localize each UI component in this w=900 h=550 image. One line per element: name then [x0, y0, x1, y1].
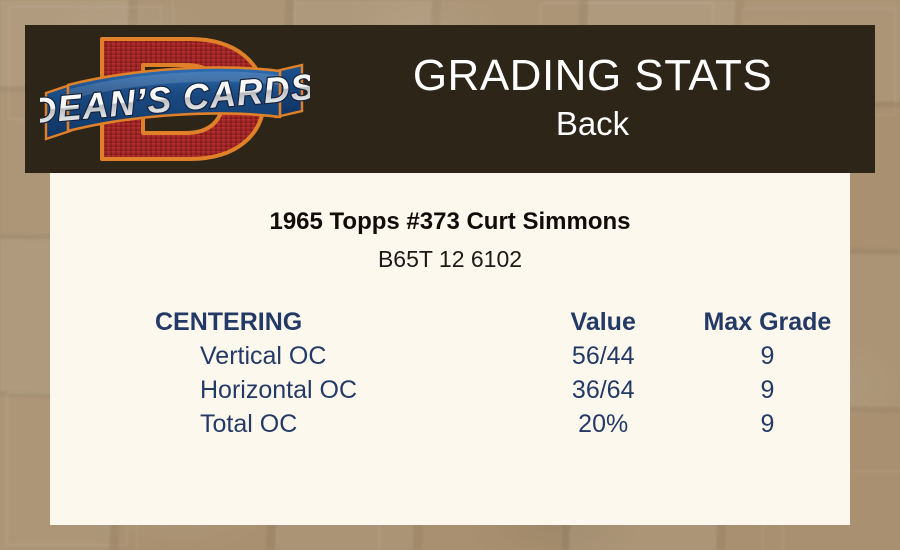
header-titles: GRADING STATS Back: [310, 25, 875, 173]
page-subtitle: Back: [555, 105, 630, 143]
row-max-grade: 9: [760, 342, 775, 371]
header-band: DEAN’S CARDS GRADING STATS Back: [25, 25, 875, 173]
column-header-value: Value: [570, 308, 636, 337]
column-header-centering: CENTERING: [155, 308, 303, 337]
row-value: 56/44: [571, 342, 635, 371]
table-header-row: CENTERING Value Max Grade: [50, 305, 850, 339]
row-max-grade: 9: [760, 410, 775, 439]
table-row: Total OC 20% 9: [50, 407, 850, 441]
row-value: 20%: [578, 410, 629, 439]
row-label: Vertical OC: [200, 342, 327, 371]
card-identifier: B65T 12 6102: [377, 245, 523, 272]
card-title: 1965 Topps #373 Curt Simmons: [269, 208, 631, 235]
row-max-grade: 9: [760, 376, 775, 405]
page-title: GRADING STATS: [412, 51, 773, 101]
row-label: Total OC: [200, 410, 298, 439]
content-panel: 1965 Topps #373 Curt Simmons B65T 12 610…: [50, 173, 850, 525]
grading-stats-table: CENTERING Value Max Grade Vertical OC 56…: [50, 305, 850, 441]
column-header-max-grade: Max Grade: [703, 308, 832, 337]
table-row: Horizontal OC 36/64 9: [50, 373, 850, 407]
row-label: Horizontal OC: [200, 376, 357, 405]
row-value: 36/64: [571, 376, 635, 405]
table-row: Vertical OC 56/44 9: [50, 339, 850, 373]
deans-cards-logo-icon[interactable]: DEAN’S CARDS: [40, 27, 310, 171]
